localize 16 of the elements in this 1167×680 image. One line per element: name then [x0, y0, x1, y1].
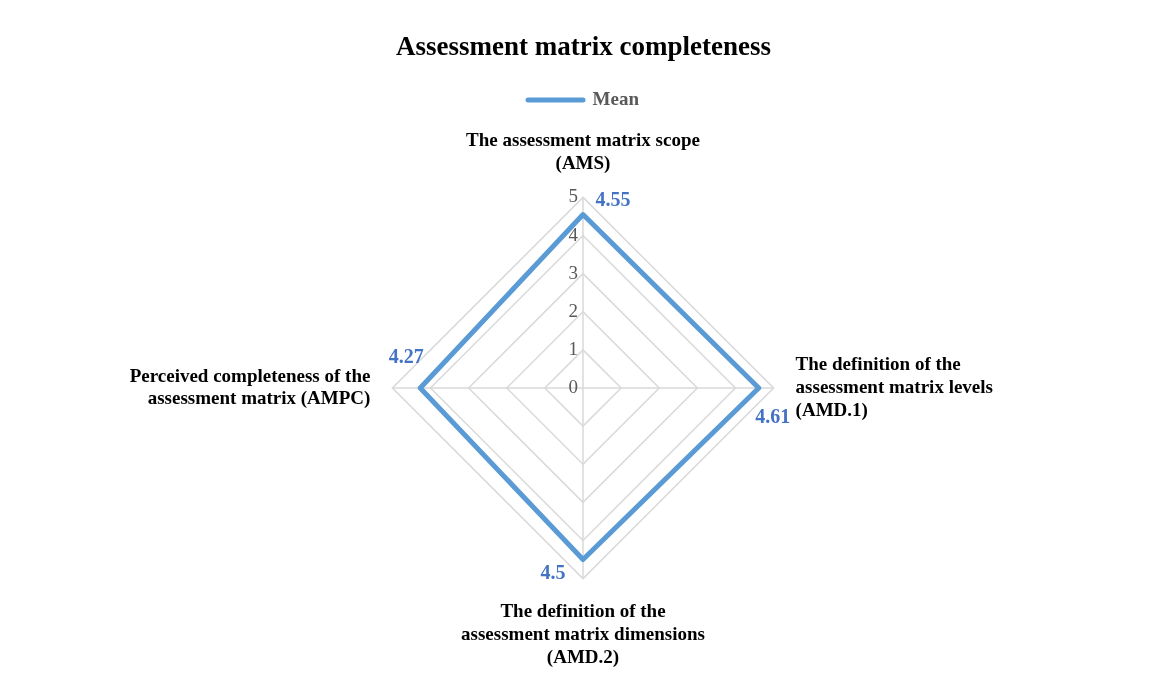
spoke-label: The assessment matrix scope (AMS) [466, 129, 700, 174]
legend-label: Mean [592, 87, 640, 109]
spoke-label: The definition of the assessment matrix levels (AMD.1) [795, 353, 993, 421]
y-tick-label: 3 [568, 261, 578, 283]
y-tick-label: 4 [568, 223, 579, 245]
y-tick-label: 0 [568, 375, 578, 397]
spoke-label: Perceived completeness of the assessment matrix (AMPC) [129, 364, 371, 410]
spoke-label: The definition of the assessment matrix dimensions (AMD.2) [461, 599, 705, 668]
y-tick-label: 5 [568, 185, 578, 207]
data-label: 4.55 [595, 187, 631, 210]
y-tick-label: 1 [568, 337, 578, 359]
data-label: 4.27 [388, 345, 424, 368]
chart-title: Assessment matrix completeness [396, 31, 771, 62]
y-tick-label: 2 [568, 299, 578, 321]
data-label: 4.5 [540, 560, 566, 583]
data-label: 4.61 [755, 405, 791, 428]
